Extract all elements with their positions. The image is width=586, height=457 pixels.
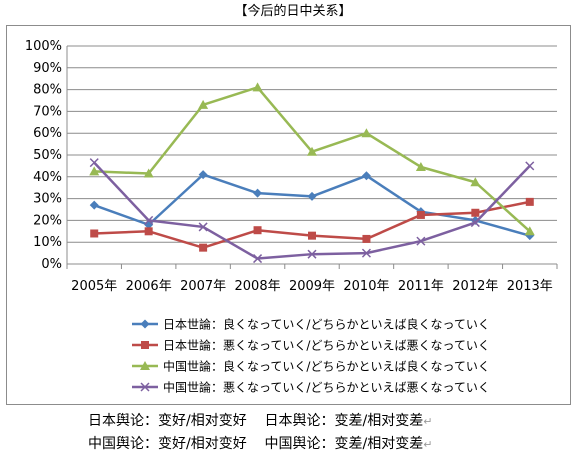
- chart-frame: 0% 10% 20% 30% 40% 50% 60% 70% 80% 90% 100% 2005年 20…: [6, 25, 571, 405]
- legend-marker: [141, 341, 149, 349]
- y-tick-label: 10%: [33, 235, 62, 250]
- data-point: [307, 191, 317, 201]
- legend-entry-label: 日本世論：悪くなっていく/どちらかといえば悪くなっていく: [163, 338, 490, 353]
- data-point: [307, 146, 317, 156]
- data-point: [253, 254, 263, 264]
- data-point: [198, 170, 208, 180]
- data-point: [525, 161, 535, 171]
- y-tick-label: 100%: [25, 39, 62, 54]
- data-point: [90, 229, 99, 238]
- x-tick-label: 2012年: [452, 279, 498, 294]
- data-point: [89, 166, 100, 176]
- data-point: [524, 226, 535, 236]
- x-tick-label: 2013年: [507, 279, 553, 294]
- return-mark: ↵: [423, 415, 433, 428]
- data-point: [307, 249, 317, 259]
- x-tick-label: 2010年: [343, 279, 389, 294]
- data-point: [253, 188, 263, 198]
- x-tick-label: 2009年: [289, 279, 335, 294]
- legend-marker: [140, 382, 150, 392]
- data-point: [361, 248, 371, 258]
- y-tick-label: 50%: [33, 148, 62, 163]
- y-tick-label: 40%: [33, 170, 62, 185]
- y-tick-label: 90%: [33, 61, 62, 76]
- data-point: [143, 168, 154, 178]
- data-point: [415, 161, 426, 171]
- data-point: [362, 234, 371, 243]
- y-tick-label: 20%: [33, 213, 62, 228]
- caption-text-2: 中国舆论：变好/相对变好 中国舆论：变差/相对变差: [88, 436, 424, 452]
- x-tick-label: 2008年: [235, 279, 281, 294]
- y-tick-label: 30%: [33, 192, 62, 207]
- caption-line-1: 日本舆论：变好/相对变好 日本舆论：变差/相对变差↵: [88, 411, 432, 432]
- line-chart: 0% 10% 20% 30% 40% 50% 60% 70% 80% 90% 100% 2005年 20…: [25, 39, 558, 395]
- data-point: [89, 158, 99, 168]
- x-tick-label: 2011年: [398, 279, 444, 294]
- data-point: [89, 200, 99, 210]
- data-point: [144, 227, 153, 236]
- data-point: [416, 236, 426, 246]
- data-point: [361, 171, 371, 181]
- legend-entry-label: 中国世論：悪くなっていく/どちらかといえば悪くなっていく: [163, 380, 490, 395]
- return-mark: ↵: [423, 438, 433, 451]
- data-point: [416, 210, 425, 219]
- caption-text-1: 日本舆论：变好/相对变好 日本舆论：变差/相对变差: [88, 413, 424, 429]
- y-tick-label: 80%: [33, 83, 62, 98]
- x-tick-label: 2005年: [71, 279, 117, 294]
- x-tick-label: 2006年: [126, 279, 172, 294]
- data-point: [198, 99, 209, 109]
- series-line-3: [94, 86, 531, 233]
- y-tick-label: 60%: [33, 126, 62, 141]
- data-point: [361, 128, 372, 138]
- data-point: [308, 231, 316, 240]
- chart-title: 【今后的日中关系】: [234, 4, 352, 19]
- legend-entry-label: 日本世論：良くなっていく/どちらかといえば良くなっていく: [163, 317, 490, 332]
- data-point: [252, 82, 263, 92]
- legend-marker: [140, 319, 150, 329]
- data-point: [471, 208, 480, 217]
- caption-line-2: 中国舆论：变好/相对变好 中国舆论：变差/相对变差↵: [88, 434, 432, 455]
- data-point: [199, 243, 208, 252]
- legend-entry-label: 中国世論：良くなっていく/どちらかといえば良くなっていく: [163, 359, 490, 374]
- data-point: [144, 215, 154, 225]
- y-tick-label: 70%: [33, 104, 62, 119]
- legend-marker: [140, 361, 150, 370]
- data-point: [198, 222, 208, 232]
- data-point: [470, 177, 481, 187]
- series-line-2: [94, 200, 531, 249]
- y-tick-label: 0%: [41, 257, 62, 272]
- x-tick-label: 2007年: [180, 279, 226, 294]
- data-point: [525, 197, 534, 206]
- data-point: [470, 218, 480, 228]
- data-point: [253, 226, 262, 235]
